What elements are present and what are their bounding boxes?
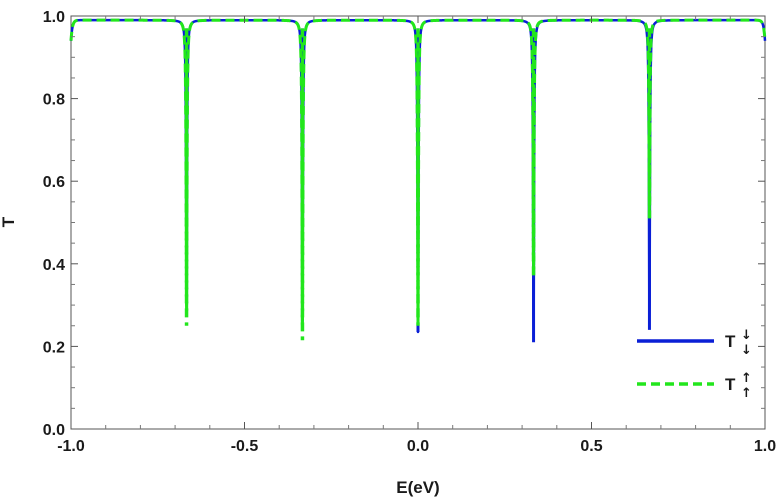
y-tick-label: 1.0 [43,9,65,26]
series-layer [69,18,767,343]
y-tick-label: 0.0 [43,422,65,439]
legend-arrow-up-upper: ↑ [741,371,752,386]
legend-arrow-down-lower: ↓ [741,343,752,358]
legend: T ↓ ↓ T ↑ ↑ [637,328,752,401]
x-tick-label: 1.0 [754,438,776,455]
legend-arrow-down-upper: ↓ [741,328,752,343]
x-tick-label: -1.0 [57,438,85,455]
y-tick-label: 0.6 [43,174,65,191]
legend-arrow-up-lower: ↑ [741,386,752,401]
x-tick-label: 0.5 [580,438,602,455]
y-tick-label: 0.2 [43,339,65,356]
y-axis: 0.0 0.2 0.4 0.6 0.8 1.0 [43,9,765,439]
y-tick-label: 0.8 [43,92,65,109]
legend-label-t-up: T [725,375,736,394]
x-axis-title: E(eV) [396,478,439,497]
y-tick-label: 0.4 [43,257,65,274]
x-axis: -1.0 -0.5 0.0 0.5 1.0 [57,16,776,455]
legend-label-t-down: T [725,332,736,351]
y-axis-title: T [0,216,18,227]
x-tick-label: -0.5 [231,438,259,455]
series-line-t-up [69,18,767,329]
x-tick-label: 0.0 [407,438,429,455]
